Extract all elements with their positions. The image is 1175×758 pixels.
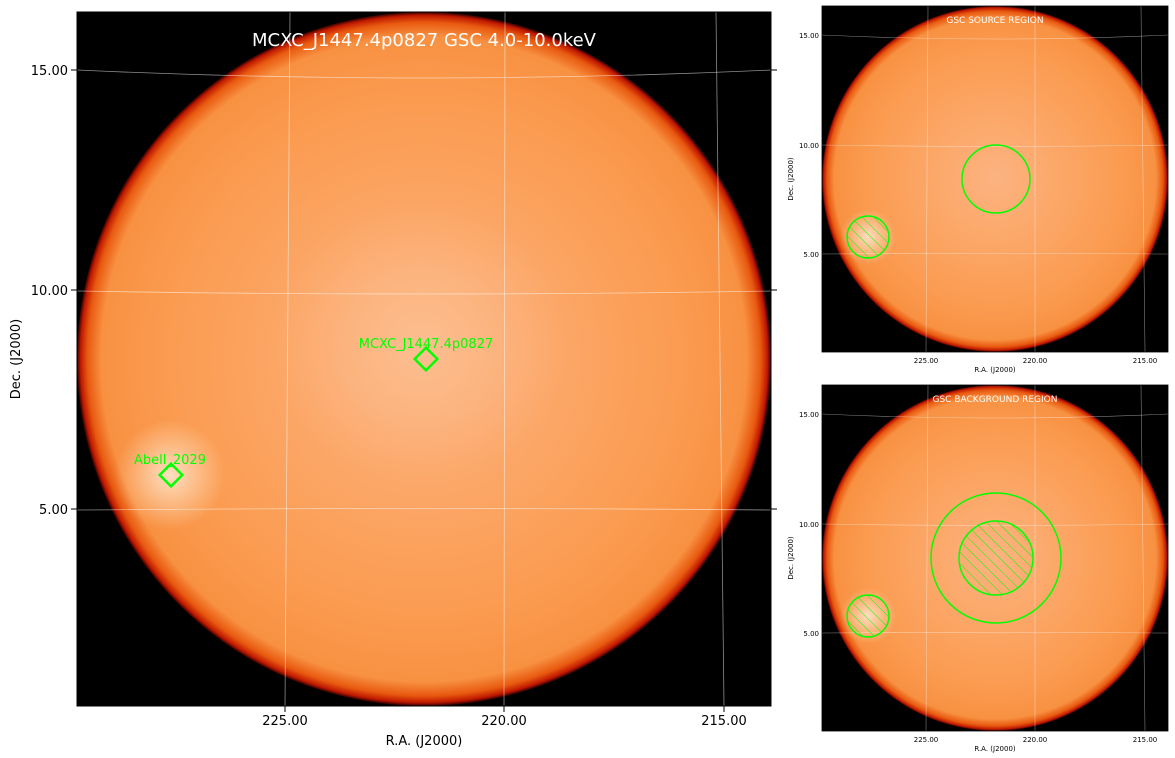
background-panel-title: GSC BACKGROUND REGION <box>933 395 1058 405</box>
source-yaxis-label: Dec. (J2000) <box>787 157 795 201</box>
background-ytick-label: 15.00 <box>799 411 819 419</box>
background-plot-frame <box>821 384 1169 732</box>
main-xaxis-label: R.A. (J2000) <box>386 734 463 749</box>
source-panel-title: GSC SOURCE REGION <box>946 16 1043 26</box>
main-ytick-label: 10.00 <box>31 284 68 299</box>
background-annulus-outer[interactable] <box>930 492 1062 624</box>
source-sky-disk <box>822 6 1168 352</box>
abell-2029-emission <box>115 420 225 530</box>
abell-source-marker[interactable] <box>157 461 185 489</box>
main-coordinate-grid <box>77 12 771 706</box>
background-xtick-label: 220.00 <box>1023 736 1048 744</box>
background-yaxis-label: Dec. (J2000) <box>787 536 795 580</box>
background-region-panel: GSC BACKGROUND REGION 225.00 220.00 215.… <box>787 384 1169 753</box>
source-region-panel: GSC SOURCE REGION 225.00 220.00 215.00 1… <box>787 5 1169 374</box>
main-axis-ticks <box>71 69 777 712</box>
mcxc-source-label: MCXC_J1447.4p0827 <box>359 337 494 352</box>
source-ytick-label: 10.00 <box>799 142 819 150</box>
background-ytick-label: 5.00 <box>803 630 819 638</box>
background-xtick-label: 215.00 <box>1133 736 1158 744</box>
source-xtick-label: 220.00 <box>1023 357 1048 365</box>
background-xtick-label: 225.00 <box>914 736 939 744</box>
main-xtick-label: 225.00 <box>262 714 308 729</box>
background-annulus-inner[interactable] <box>958 520 1034 596</box>
main-panel-title: MCXC_J1447.4p0827 GSC 4.0-10.0keV <box>252 30 597 51</box>
background-ytick-label: 10.00 <box>799 521 819 529</box>
background-xaxis-label: R.A. (J2000) <box>974 745 1016 753</box>
mcxc-source-marker[interactable] <box>412 345 440 373</box>
main-xtick-label: 215.00 <box>701 714 747 729</box>
main-diffuse-emission <box>270 200 570 480</box>
source-excluded-region[interactable] <box>846 215 890 259</box>
background-excluded-region[interactable] <box>846 594 890 638</box>
source-xaxis-label: R.A. (J2000) <box>974 366 1016 374</box>
source-extraction-circle[interactable] <box>961 144 1031 214</box>
main-plot-frame <box>76 11 772 707</box>
abell-source-label: Abell_2029 <box>134 453 206 468</box>
main-xtick-label: 220.00 <box>481 714 527 729</box>
main-yaxis-label: Dec. (J2000) <box>9 319 24 399</box>
main-ytick-label: 15.00 <box>31 64 68 79</box>
source-xtick-label: 225.00 <box>914 357 939 365</box>
main-panel: MCXC_J1447.4p0827 Abell_2029 MCXC_J1447.… <box>9 11 777 749</box>
source-xtick-label: 215.00 <box>1133 357 1158 365</box>
main-ytick-label: 5.00 <box>39 503 68 518</box>
source-plot-frame <box>821 5 1169 353</box>
source-ytick-label: 5.00 <box>803 251 819 259</box>
source-ytick-label: 15.00 <box>799 32 819 40</box>
